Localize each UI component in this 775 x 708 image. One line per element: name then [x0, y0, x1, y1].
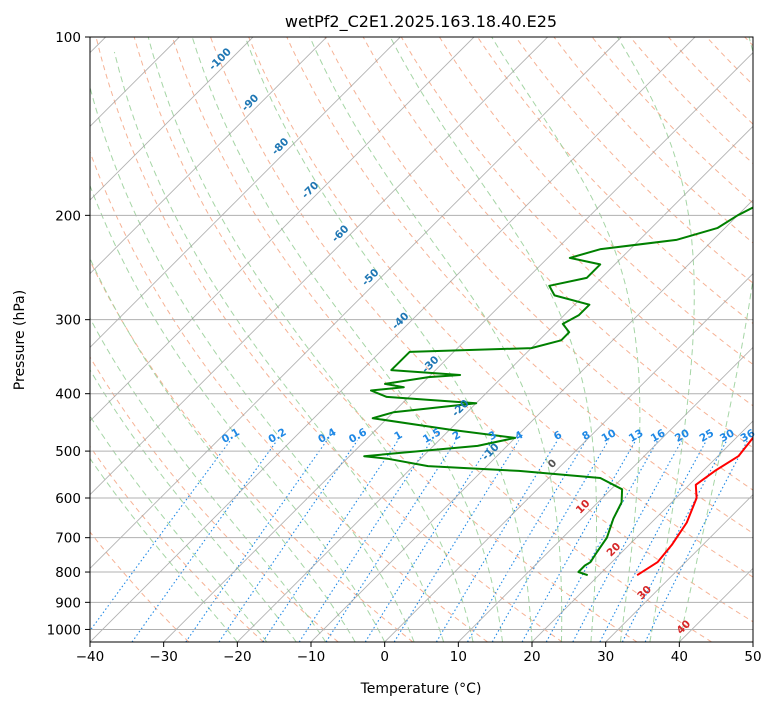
y-tick-label: 500 [55, 444, 81, 460]
isotherm-line [310, 199, 753, 642]
moist-adiabat [90, 457, 238, 642]
isotherm-line [458, 346, 753, 642]
y-tick-label: 800 [55, 565, 81, 581]
x-tick-label: −40 [76, 649, 105, 665]
x-tick-label: 40 [671, 649, 688, 665]
mixing-ratio-line [572, 440, 683, 642]
moist-adiabat [90, 369, 297, 642]
profile-lines [363, 206, 753, 577]
mixing-ratio-line [545, 440, 659, 642]
moist-adiabat [90, 415, 268, 642]
y-tick-label: 600 [55, 491, 81, 507]
background-lines [90, 37, 753, 642]
dry-adiabat [90, 531, 190, 642]
moist-adiabat [90, 85, 415, 642]
x-tick-label: −10 [297, 649, 326, 665]
mixing-ratio-line [435, 440, 558, 642]
mixing-ratio-line [491, 440, 609, 642]
y-tick-label: 100 [55, 30, 81, 46]
chart-title: wetPf2_C2E1.2025.163.18.40.E25 [285, 12, 557, 32]
dry-adiabat [90, 150, 488, 642]
y-axis: 100 200 300 400 500 600 700 800 900 1000 [47, 30, 90, 638]
x-axis: −40 −30 −20 −10 0 10 20 30 40 50 [76, 642, 762, 665]
isotherm-line [90, 37, 327, 275]
x-tick-label: 10 [450, 649, 467, 665]
y-tick-label: 400 [55, 387, 81, 403]
moist-adiabat [90, 317, 327, 642]
isotherm-line [90, 37, 254, 201]
moist-adiabat [491, 37, 641, 642]
y-axis-label: Pressure (hPa) [12, 290, 28, 390]
isotherm-line [90, 37, 696, 642]
mixing-ratio-line [262, 440, 399, 642]
dry-adiabat [248, 37, 753, 578]
x-tick-label: −30 [149, 649, 178, 665]
y-tick-label: 1000 [47, 622, 81, 638]
x-tick-label: −20 [223, 649, 252, 665]
x-tick-label: 0 [380, 649, 389, 665]
plot-frame [89, 36, 754, 643]
mixing-ratio-line [185, 440, 328, 642]
moist-adiabat [191, 37, 503, 642]
moist-adiabat [309, 37, 563, 642]
mixing-ratio-line [131, 440, 278, 642]
mixing-ratio-line [644, 440, 748, 642]
mixing-ratio-line [298, 440, 432, 642]
dry-adiabat [477, 37, 753, 325]
x-axis-label: Temperature (°C) [360, 681, 482, 697]
isotherm-line [90, 37, 622, 569]
moist-adiabat [678, 37, 753, 642]
moist-adiabat [147, 37, 474, 642]
isotherm-line [605, 494, 753, 642]
moist-adiabat [616, 37, 695, 642]
moist-adiabat [389, 37, 597, 642]
mixing-ratio-line [325, 440, 457, 642]
dry-adiabat [591, 37, 753, 204]
y-tick-label: 900 [55, 595, 81, 611]
dry-adiabat [286, 37, 753, 534]
dry-adiabat [210, 37, 753, 623]
mixing-ratio-line [364, 440, 493, 642]
grid-lines [90, 37, 753, 642]
dry-adiabat [171, 37, 712, 642]
isotherm-line [90, 37, 475, 422]
mixing-ratio-line [467, 440, 587, 642]
dry-adiabat [438, 37, 753, 366]
y-tick-label: 700 [55, 531, 81, 547]
isotherm-line [384, 273, 753, 642]
dry-adiabat [553, 37, 753, 244]
x-tick-label: 20 [523, 649, 540, 665]
dry-adiabat [629, 37, 753, 165]
isotherm-line [531, 420, 753, 642]
x-tick-label: 50 [744, 649, 761, 665]
mixing-ratio-line [90, 440, 231, 632]
dry-adiabat [133, 37, 638, 642]
dewpoint-line [363, 206, 753, 577]
isotherm-line [90, 37, 548, 496]
isotherm-line [90, 37, 401, 348]
moist-adiabat [244, 37, 533, 642]
temperature-line [636, 436, 753, 577]
dry-adiabat [90, 259, 414, 642]
moist-adiabat [90, 257, 356, 642]
dry-adiabat [515, 37, 753, 284]
isotherm-line [163, 52, 753, 642]
y-tick-label: 200 [55, 208, 81, 224]
moist-adiabat [113, 51, 445, 642]
mixing-ratio-line [521, 440, 637, 642]
moist-adiabat [90, 184, 386, 642]
dry-adiabat [90, 356, 339, 642]
y-tick-label: 300 [55, 313, 81, 329]
isotherm-line [237, 125, 753, 642]
x-tick-label: 30 [597, 649, 614, 665]
